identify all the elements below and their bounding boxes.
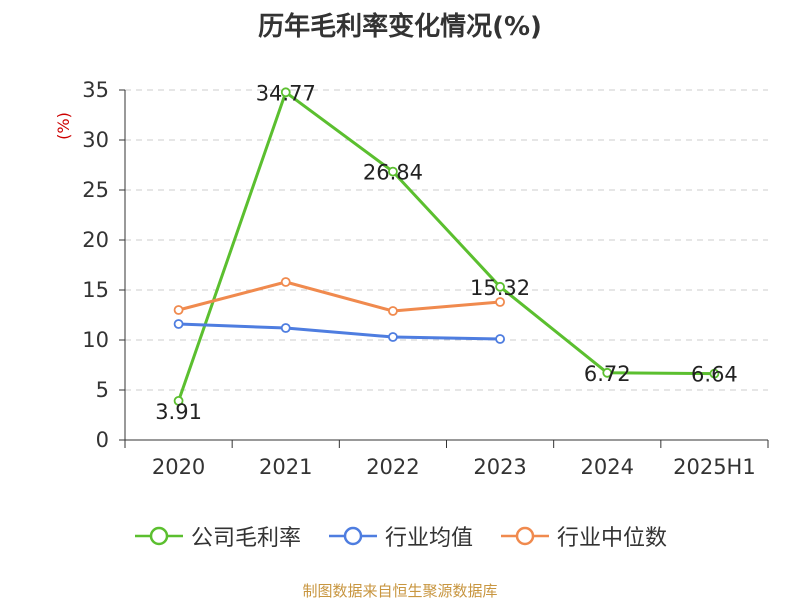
legend-marker-icon (134, 526, 183, 546)
y-tick-label: 35 (82, 78, 109, 102)
data-label: 3.91 (155, 400, 202, 424)
data-point (280, 323, 291, 333)
legend-label: 行业中位数 (557, 526, 668, 551)
grid-layer (125, 89, 768, 391)
data-point (388, 306, 398, 316)
data-point (709, 368, 720, 379)
legend: 公司毛利率 行业均值 行业中位数 (0, 520, 800, 552)
legend-label: 行业均值 (384, 526, 473, 551)
x-tick-label: 2021 (259, 455, 312, 479)
data-label: 26.84 (363, 161, 423, 185)
x-tick-label: 2022 (366, 455, 419, 479)
legend-item[interactable]: 公司毛利率 (133, 520, 301, 552)
legend-item[interactable]: 行业均值 (327, 520, 473, 552)
data-point (388, 332, 398, 342)
x-tick-label: 2024 (581, 455, 634, 479)
y-axis-label: (%) (54, 112, 73, 140)
axis-layer: 0 5 10 15 20 25 30 35 (%) 2020 2021 2022 2023 2024 202… (54, 78, 769, 479)
data-label: 15.32 (470, 276, 530, 300)
source-note: 制图数据来自恒生聚源数据库 (302, 582, 498, 600)
data-point (173, 319, 184, 329)
series-line (177, 90, 715, 402)
chart-title: 历年毛利率变化情况(%) (258, 12, 542, 42)
data-point (495, 297, 505, 307)
data-point (602, 367, 613, 378)
x-tick-label: 2023 (473, 455, 526, 479)
data-label-layer: 3.91 34.77 26.84 15.32 6.72 6.64 (155, 81, 738, 424)
legend-marker-icon (328, 526, 377, 546)
data-point (173, 395, 184, 406)
data-point (280, 87, 291, 98)
legend-label: 公司毛利率 (190, 526, 301, 551)
y-tick-label: 30 (82, 128, 109, 152)
series-layer (173, 87, 720, 406)
data-point (173, 305, 184, 315)
x-tick-label: 2025H1 (673, 455, 756, 479)
data-label: 6.72 (584, 362, 631, 386)
y-tick-label: 10 (82, 328, 109, 352)
y-tick-label: 15 (82, 278, 109, 302)
data-point (388, 166, 398, 177)
series-line (178, 322, 501, 341)
data-label: 34.77 (256, 81, 316, 105)
legend-item[interactable]: 行业中位数 (499, 520, 667, 552)
y-tick-label: 0 (96, 428, 109, 452)
data-point (495, 281, 505, 292)
data-label: 6.64 (691, 363, 738, 387)
legend-marker-icon (501, 526, 549, 546)
data-point (495, 334, 505, 344)
y-tick-label: 25 (82, 178, 109, 202)
x-tick-label: 2020 (152, 455, 205, 479)
series-line (178, 280, 501, 313)
y-tick-label: 20 (82, 228, 109, 252)
y-tick-label: 5 (96, 378, 109, 402)
data-point (280, 277, 291, 287)
